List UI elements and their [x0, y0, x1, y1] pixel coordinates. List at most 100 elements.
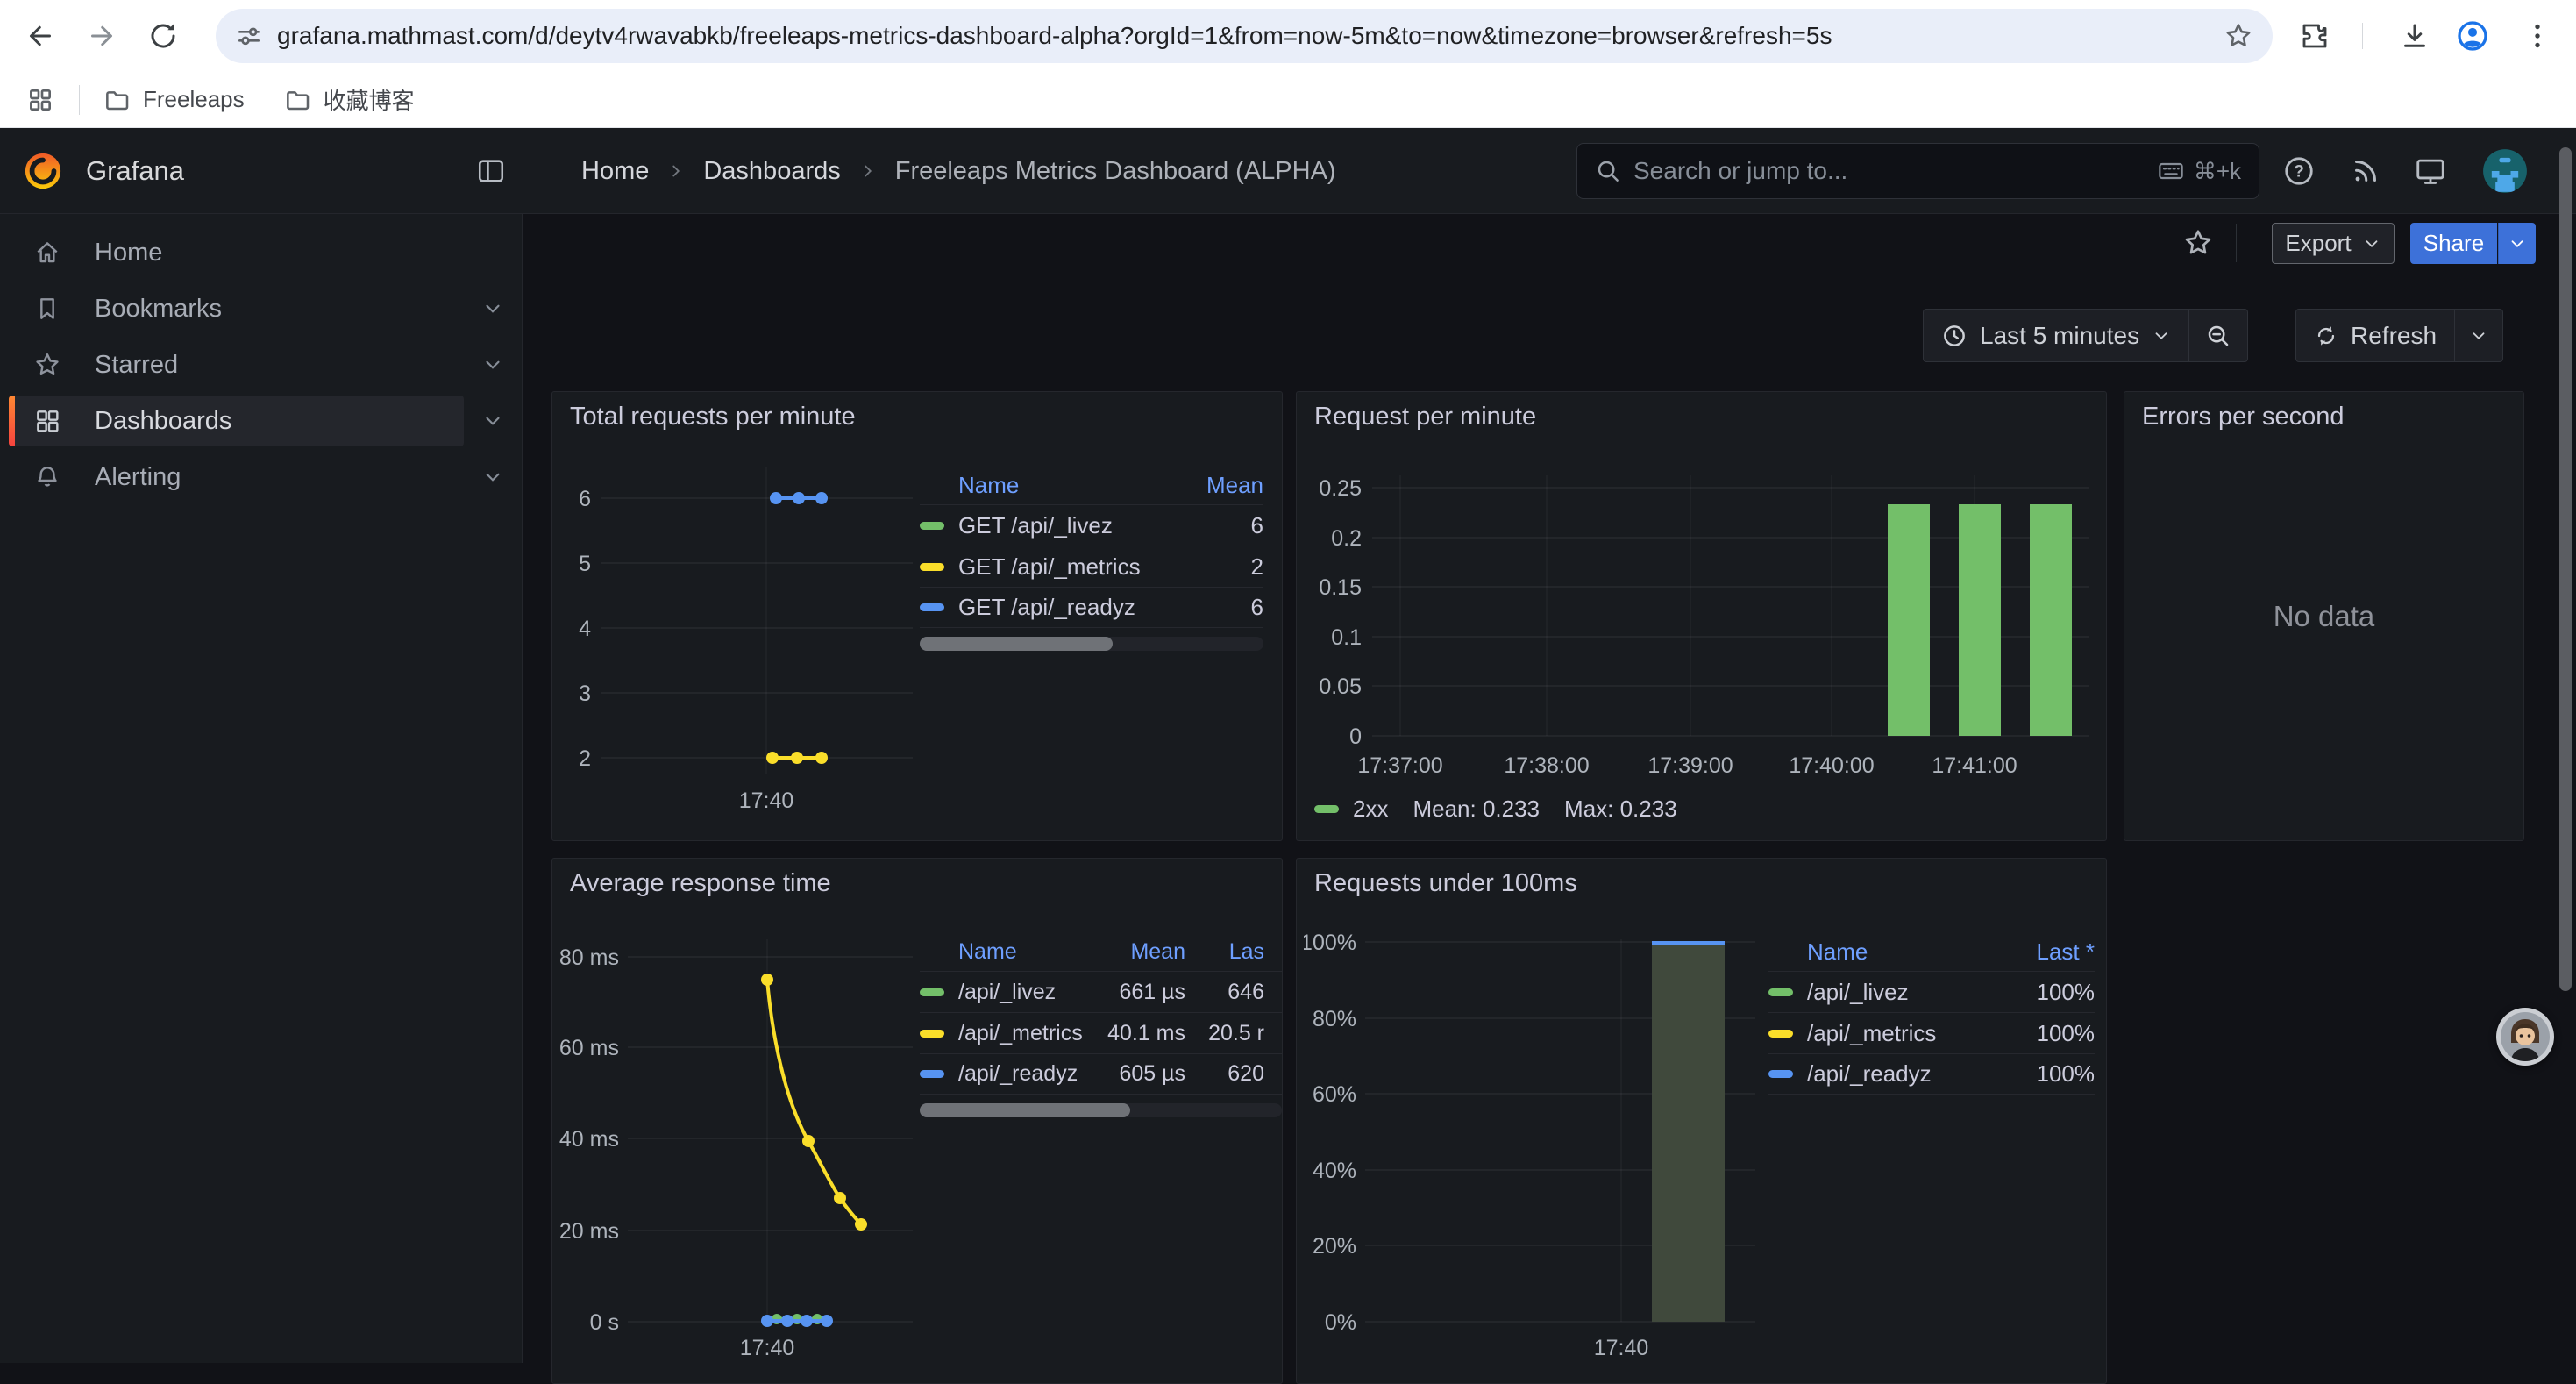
breadcrumb-home[interactable]: Home [581, 156, 650, 185]
svg-text:0.15: 0.15 [1319, 575, 1362, 600]
legend-row[interactable]: GET /api/_readyz 6 [920, 587, 1263, 628]
browser-profile-icon[interactable] [2455, 18, 2490, 54]
search-input[interactable]: Search or jump to... ⌘+k [1576, 143, 2259, 199]
bookmark-label: Freeleaps [143, 86, 245, 112]
grafana-logo[interactable] [23, 151, 63, 191]
panel-average-response-time[interactable]: Average response time 80 ms 60 ms 40 ms … [551, 858, 1283, 1384]
sidebar-item-home[interactable]: Home [9, 227, 464, 278]
series-color-swatch [1314, 805, 1339, 813]
bar-chart[interactable]: 100% 80% 60% 40% 20% 0% 17:40 [1304, 927, 1767, 1359]
refresh-sync-icon [2317, 325, 2335, 346]
legend-row[interactable]: /api/_livez 100% [1768, 971, 2095, 1012]
folder-icon [106, 90, 129, 110]
zoom-out-time-button[interactable] [2189, 310, 2247, 361]
sidebar-bookmarks-expand[interactable] [464, 283, 522, 334]
series-color-swatch [920, 603, 944, 611]
chevron-down-icon [2155, 332, 2167, 339]
monitor-icon[interactable] [2413, 153, 2448, 189]
sidebar-item-alerting[interactable]: Alerting [9, 452, 464, 503]
search-icon [1598, 161, 1619, 182]
legend-hscrollbar[interactable] [920, 1103, 1282, 1117]
legend-header-mean[interactable]: Mean [1130, 938, 1185, 964]
legend-row[interactable]: /api/_readyz 100% [1768, 1053, 2095, 1095]
sidebar-item-dashboards[interactable]: Dashboards [9, 396, 464, 446]
browser-back-icon[interactable] [23, 18, 58, 54]
legend-hscrollbar[interactable] [920, 637, 1263, 651]
legend-header-name[interactable]: Name [958, 938, 1017, 964]
svg-text:17:40: 17:40 [740, 1336, 795, 1359]
share-button[interactable]: Share [2410, 223, 2497, 264]
legend-row[interactable]: GET /api/_metrics 2 [920, 546, 1263, 587]
legend-header-last[interactable]: Last * [2036, 938, 2096, 965]
legend-row[interactable]: GET /api/_livez 6 [920, 504, 1263, 546]
sidebar-item-bookmarks[interactable]: Bookmarks [9, 283, 464, 334]
zoom-out-icon [2208, 325, 2229, 346]
bookmark-folder-blogs[interactable]: 收藏博客 [271, 80, 427, 120]
legend-item-2xx[interactable]: 2xx [1314, 795, 1388, 823]
browser-toolbar [0, 0, 2576, 72]
floating-assistant-avatar[interactable] [2496, 1008, 2554, 1066]
svg-text:17:40: 17:40 [1594, 1336, 1649, 1359]
timeseries-chart[interactable]: 80 ms 60 ms 40 ms 20 ms 0 s 17:40 [554, 927, 919, 1359]
browser-reload-icon[interactable] [146, 18, 181, 54]
svg-text:6: 6 [579, 487, 591, 511]
breadcrumb-dashboards[interactable]: Dashboards [703, 156, 841, 185]
apps-grid-icon[interactable] [12, 86, 68, 114]
clock-icon [1944, 325, 1965, 346]
url-input[interactable] [277, 22, 2224, 50]
sidebar-item-starred[interactable]: Starred [9, 339, 464, 390]
group-divider [2188, 310, 2190, 361]
browser-menu-kebab-icon[interactable] [2522, 18, 2553, 54]
svg-text:0%: 0% [1325, 1310, 1356, 1335]
export-button[interactable]: Export [2272, 223, 2395, 264]
timeseries-chart[interactable]: 6 5 4 3 2 17:40 [559, 448, 919, 834]
legend-row[interactable]: /api/_livez 661 µs 646 [920, 971, 1282, 1012]
legend-row[interactable]: /api/_metrics 100% [1768, 1012, 2095, 1053]
legend-header-mean[interactable]: Mean [1206, 471, 1263, 498]
panel-errors-per-second[interactable]: Errors per second No data [2124, 391, 2524, 841]
chevron-down-icon [2473, 332, 2485, 339]
legend-mean-value: Mean: 0.233 [1413, 795, 1541, 822]
downloads-icon[interactable] [2399, 18, 2430, 54]
folder-icon [286, 90, 309, 110]
panel-total-requests-per-minute[interactable]: Total requests per minute 6 5 4 3 2 17:4… [551, 391, 1283, 841]
page-vscrollbar[interactable] [2559, 147, 2572, 991]
refresh-button[interactable]: Refresh [2296, 310, 2454, 361]
help-icon[interactable]: ? [2281, 153, 2316, 189]
legend-row[interactable]: /api/_metrics 40.1 ms 20.5 r [920, 1012, 1282, 1053]
bookmarks-divider [79, 84, 80, 115]
sidebar-home-spacer [464, 227, 522, 278]
favorite-star-icon[interactable] [2180, 225, 2217, 261]
svg-text:0.25: 0.25 [1319, 476, 1362, 501]
browser-forward-icon[interactable] [84, 18, 119, 54]
legend-row[interactable]: /api/_readyz 605 µs 620 [920, 1053, 1282, 1095]
bar-chart[interactable]: 0.25 0.2 0.15 0.1 0.05 0 17:37:00 17:38:… [1304, 462, 2097, 785]
panel-requests-under-100ms[interactable]: Requests under 100ms 100% 80% 60% 40% 20… [1296, 858, 2107, 1384]
news-rss-icon[interactable] [2348, 153, 2383, 189]
share-dropdown-button[interactable] [2498, 223, 2536, 264]
site-settings-icon[interactable] [235, 22, 263, 50]
extensions-icon[interactable] [2299, 18, 2330, 54]
panel-request-per-minute[interactable]: Request per minute 0.25 0.2 0.15 0.1 0.0… [1296, 391, 2107, 841]
bookmark-label: 收藏博客 [323, 88, 415, 114]
group-divider [2454, 310, 2456, 361]
legend-header-last[interactable]: Las [1228, 938, 1264, 964]
user-avatar[interactable] [2481, 147, 2529, 195]
series-color-swatch [1768, 988, 1793, 996]
series-2xx-bars [1888, 504, 2072, 736]
time-range-label: Last 5 minutes [1980, 321, 2140, 349]
bookmark-star-icon[interactable] [2224, 21, 2253, 51]
legend-header-name[interactable]: Name [958, 471, 1020, 498]
refresh-interval-dropdown[interactable] [2455, 310, 2502, 361]
legend-header-name[interactable]: Name [1807, 938, 1868, 965]
bookmark-folder-freeleaps[interactable]: Freeleaps [90, 80, 257, 120]
time-range-picker[interactable]: Last 5 minutes [1924, 310, 2188, 361]
series-color-swatch [920, 1029, 944, 1038]
sidebar-dashboards-expand[interactable] [464, 396, 522, 446]
dock-sidebar-toggle-icon[interactable] [473, 153, 509, 189]
search-placeholder: Search or jump to... [1633, 157, 1848, 184]
sidebar-alerting-expand[interactable] [464, 452, 522, 503]
url-bar[interactable] [216, 9, 2273, 63]
sidebar-starred-expand[interactable] [464, 339, 522, 390]
chevron-right-icon [865, 165, 872, 177]
